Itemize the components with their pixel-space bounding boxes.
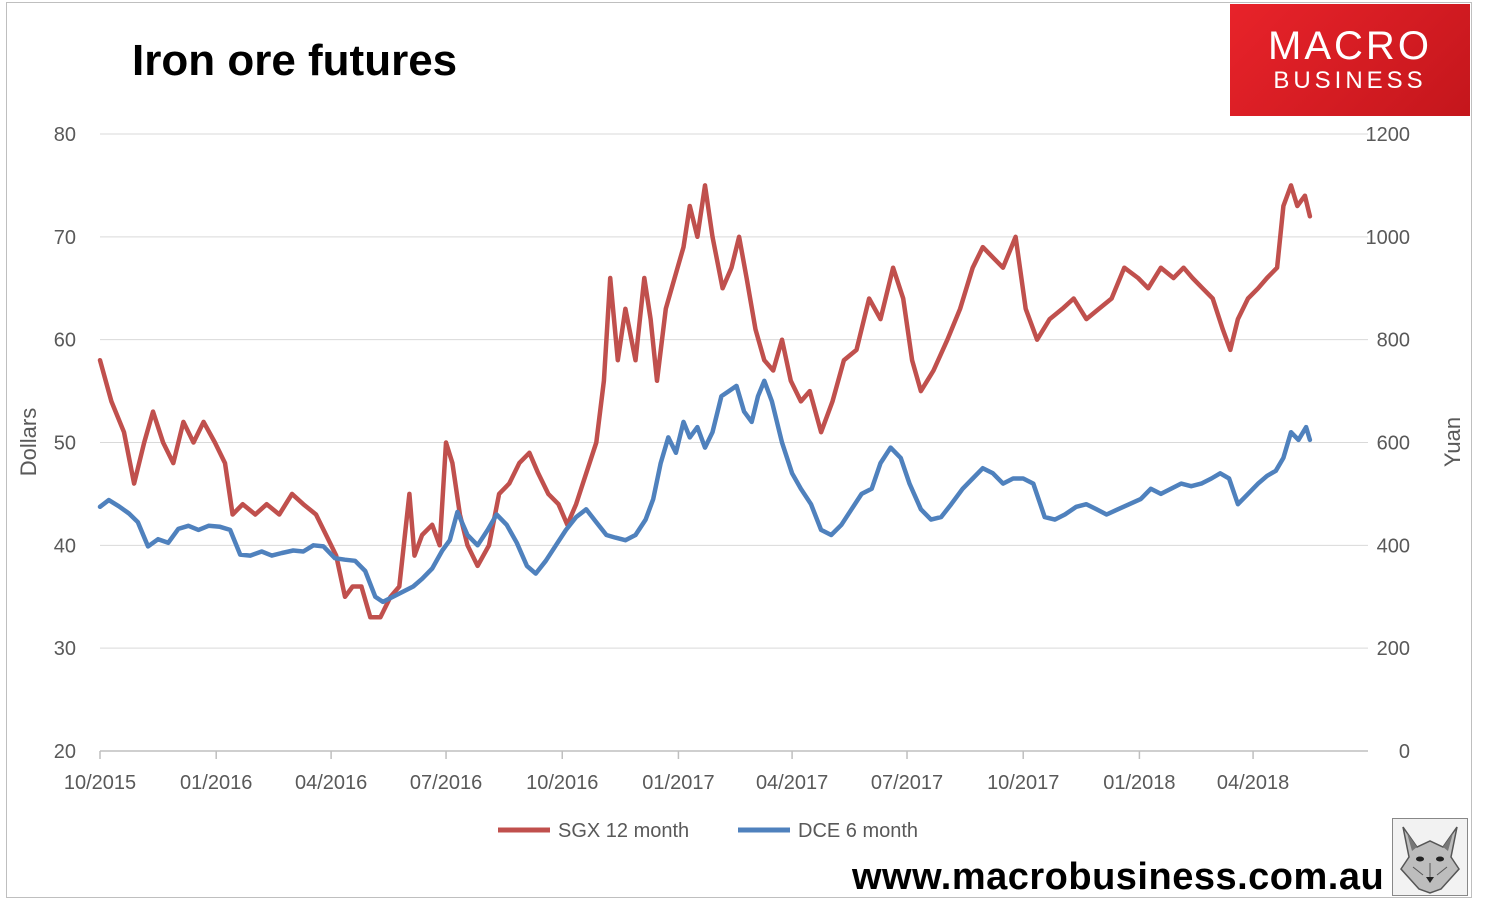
legend-label: SGX 12 month [558,820,689,842]
y-right-tick-label: 1200 [1366,124,1411,146]
y-left-tick-label: 80 [54,124,76,146]
y-right-tick-label: 400 [1377,535,1410,557]
y-right-tick-label: 600 [1377,433,1410,455]
y-left-tick-label: 50 [54,433,76,455]
y-axis-right: 0 200 400 600 800 1000 1200 [1366,124,1411,763]
series-line-sgx [97,183,1313,620]
y-left-tick-label: 70 [54,227,76,249]
chart-title: Iron ore futures [132,36,458,85]
logo-line-macro: MACRO [1268,24,1432,68]
y-axis-left: 20 30 40 50 60 70 80 [54,124,76,763]
logo-line-business: BUSINESS [1273,67,1427,94]
grid-lines [100,133,1368,649]
y-right-tick-label: 0 [1399,741,1410,763]
legend: SGX 12 month DCE 6 month [498,820,918,842]
x-tick-label: 07/2017 [871,772,943,794]
y-right-tick-label: 1000 [1366,227,1411,249]
y-left-tick-label: 60 [54,330,76,352]
x-tick-label: 07/2016 [410,772,482,794]
x-tick-label: 01/2016 [180,772,252,794]
y-left-tick-label: 30 [54,638,76,660]
y-axis-left-label: Dollars [16,408,41,476]
chart-frame [6,2,1472,898]
fox-mascot-icon [1392,818,1468,896]
website-url: www.macrobusiness.com.au [852,856,1385,898]
y-left-tick-label: 40 [54,535,76,557]
x-tick-label: 04/2016 [295,772,367,794]
y-axis-right-label: Yuan [1440,417,1465,467]
x-tick-label: 04/2018 [1217,772,1289,794]
macrobusiness-logo: MACRO BUSINESS [1230,4,1470,116]
y-right-tick-label: 800 [1377,330,1410,352]
series-line-dce [97,378,1313,605]
x-tick-label: 04/2017 [756,772,828,794]
y-right-tick-label: 200 [1377,638,1410,660]
x-axis: 10/2015 01/2016 04/2016 07/2016 10/2016 01/20… [64,750,1368,794]
x-tick-label: 10/2016 [526,772,598,794]
x-tick-label: 01/2018 [1103,772,1175,794]
legend-label: DCE 6 month [798,820,918,842]
x-tick-label: 10/2017 [987,772,1059,794]
y-left-tick-label: 20 [54,741,76,763]
series-layer [97,183,1313,620]
x-tick-label: 01/2017 [642,772,714,794]
x-tick-label: 10/2015 [64,772,136,794]
